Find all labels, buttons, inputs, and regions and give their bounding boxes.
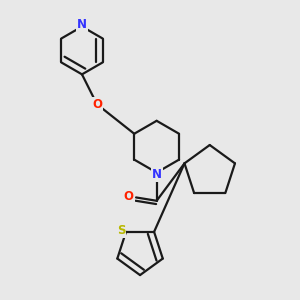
Text: O: O: [92, 98, 102, 111]
Text: N: N: [77, 18, 87, 32]
Text: O: O: [124, 190, 134, 203]
Text: S: S: [117, 224, 125, 237]
Text: N: N: [152, 168, 162, 181]
